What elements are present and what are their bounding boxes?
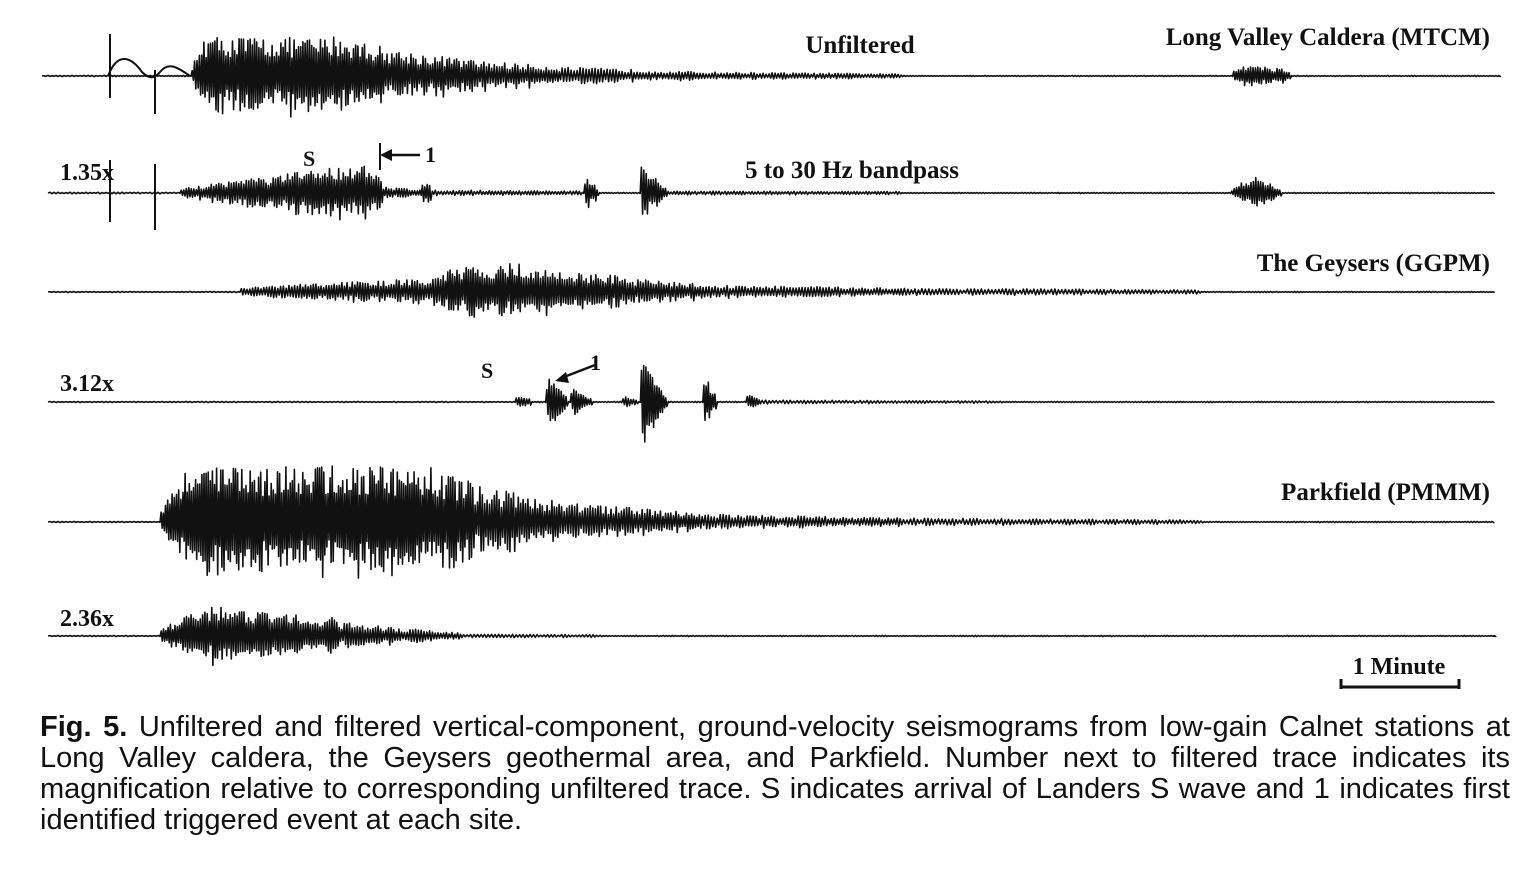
event-label-ggpm: 1 [590,350,601,375]
seismogram-traces [41,36,1501,667]
station-label-mtcm: Long Valley Caldera (MTCM) [1166,24,1490,51]
filter-label-unfiltered: Unfiltered [805,32,914,59]
trace-ggpm-unfiltered [47,263,1495,318]
event-arrow-mtcm [379,143,420,170]
event-arrow-ggpm [555,363,596,383]
caption-text: Unfiltered and filtered vertical-compone… [40,711,1510,836]
scale-bar: 1 Minute [1339,654,1461,689]
trace-mtcm-filtered [47,165,1495,221]
figure-number: Fig. 5. [40,711,128,743]
s-arrival-label-mtcm: S [303,146,315,171]
trace-pmmm-unfiltered [47,465,1495,579]
event-label-mtcm: 1 [425,142,436,167]
station-label-pmmm: Parkfield (PMMM) [1281,479,1490,506]
trace-mtcm-unfiltered [41,36,1501,118]
magnification-label-ggpm: 3.12x [60,371,114,397]
trace-mtcm-initial-swell [107,58,191,79]
figure-caption: Fig. 5. Unfiltered and filtered vertical… [40,712,1510,836]
filter-label-bandpass: 5 to 30 Hz bandpass [745,157,959,184]
arrival-ticks [109,34,156,230]
s-arrival-label-ggpm: S [481,358,493,383]
magnification-label-mtcm: 1.35x [60,160,114,186]
trace-pmmm-filtered [47,606,1497,667]
scale-bar-label: 1 Minute [1353,654,1446,680]
seismogram-figure: Unfiltered Long Valley Caldera (MTCM) 1.… [41,24,1501,689]
station-label-ggpm: The Geysers (GGPM) [1257,250,1490,277]
magnification-label-pmmm: 2.36x [60,606,114,632]
trace-ggpm-filtered [47,364,1495,443]
